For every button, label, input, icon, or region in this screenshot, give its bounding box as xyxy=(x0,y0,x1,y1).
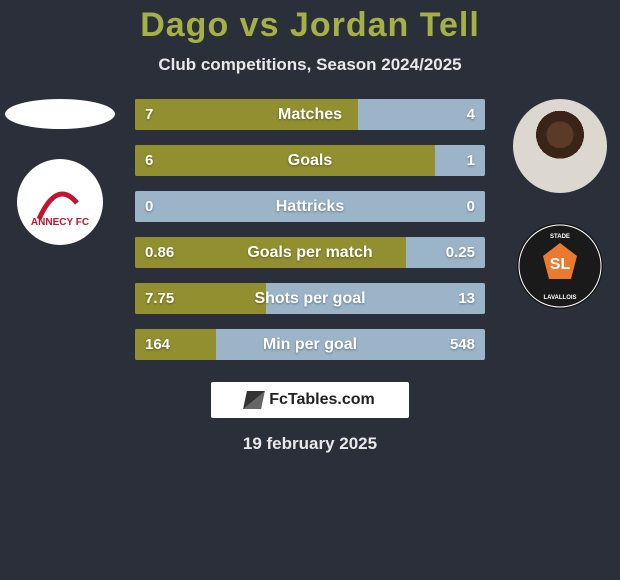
right-player-avatar xyxy=(513,99,607,193)
stat-value-right: 1 xyxy=(457,145,485,176)
stat-value-right: 0 xyxy=(457,191,485,222)
right-club-badge: SL STADE LAVALLOIS xyxy=(517,223,603,309)
svg-text:SL: SL xyxy=(550,256,571,273)
stat-value-right: 13 xyxy=(448,283,485,314)
stat-value-left: 6 xyxy=(135,145,163,176)
stat-row: Shots per goal 7.75 13 xyxy=(135,283,485,314)
stat-label: Hattricks xyxy=(135,191,485,222)
stat-row: Matches 7 4 xyxy=(135,99,485,130)
stat-row: Goals per match 0.86 0.25 xyxy=(135,237,485,268)
date-text: 19 february 2025 xyxy=(0,434,620,454)
right-player-column: SL STADE LAVALLOIS xyxy=(505,99,615,309)
svg-text:ANNECY FC: ANNECY FC xyxy=(31,217,89,228)
brand-badge: FcTables.com xyxy=(211,382,409,418)
stat-value-left: 7 xyxy=(135,99,163,130)
stat-label: Shots per goal xyxy=(135,283,485,314)
stat-value-right: 548 xyxy=(440,329,485,360)
stat-label: Matches xyxy=(135,99,485,130)
svg-text:LAVALLOIS: LAVALLOIS xyxy=(543,295,576,301)
stat-value-right: 4 xyxy=(457,99,485,130)
stat-value-left: 0 xyxy=(135,191,163,222)
stat-value-right: 0.25 xyxy=(436,237,485,268)
left-player-avatar xyxy=(5,99,115,129)
brand-logo-icon xyxy=(243,391,265,409)
stat-row: Min per goal 164 548 xyxy=(135,329,485,360)
svg-text:STADE: STADE xyxy=(550,234,570,240)
left-player-column: ANNECY FC xyxy=(5,99,115,245)
left-club-badge: ANNECY FC xyxy=(17,159,103,245)
stat-value-left: 164 xyxy=(135,329,180,360)
stat-row: Goals 6 1 xyxy=(135,145,485,176)
brand-text: FcTables.com xyxy=(269,391,375,409)
stat-value-left: 7.75 xyxy=(135,283,184,314)
stat-label: Goals per match xyxy=(135,237,485,268)
stat-label: Goals xyxy=(135,145,485,176)
stats-bars: Matches 7 4 Goals 6 1 Hattricks 0 0 Goal… xyxy=(135,99,485,360)
content-area: ANNECY FC SL STADE LAVALLOIS Matches 7 4 xyxy=(0,99,620,360)
subtitle: Club competitions, Season 2024/2025 xyxy=(0,55,620,75)
page-title: Dago vs Jordan Tell xyxy=(0,0,620,45)
stat-label: Min per goal xyxy=(135,329,485,360)
stat-row: Hattricks 0 0 xyxy=(135,191,485,222)
stat-value-left: 0.86 xyxy=(135,237,184,268)
